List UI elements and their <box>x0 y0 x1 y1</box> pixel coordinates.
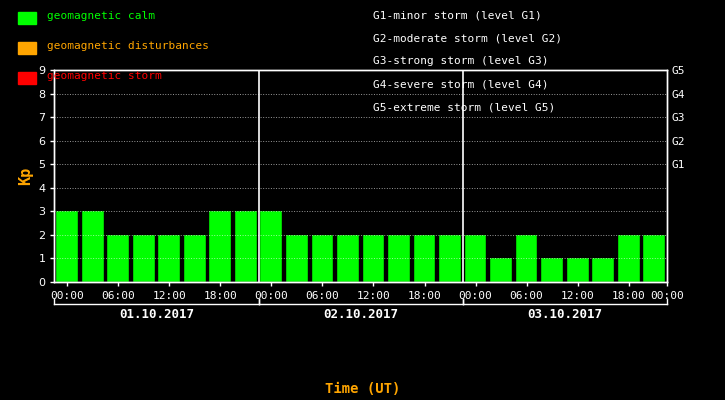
Text: G2-moderate storm (level G2): G2-moderate storm (level G2) <box>373 33 563 43</box>
Bar <box>592 258 614 282</box>
Bar <box>643 235 665 282</box>
Bar <box>388 235 410 282</box>
Bar <box>82 211 104 282</box>
Y-axis label: Kp: Kp <box>17 167 33 185</box>
Text: geomagnetic calm: geomagnetic calm <box>47 11 155 21</box>
Bar <box>618 235 639 282</box>
Text: 03.10.2017: 03.10.2017 <box>527 308 602 321</box>
Text: G1-minor storm (level G1): G1-minor storm (level G1) <box>373 10 542 20</box>
Bar <box>515 235 537 282</box>
Text: G4-severe storm (level G4): G4-severe storm (level G4) <box>373 80 549 90</box>
Text: geomagnetic disturbances: geomagnetic disturbances <box>47 41 209 51</box>
Text: G5-extreme storm (level G5): G5-extreme storm (level G5) <box>373 103 555 113</box>
Bar <box>542 258 563 282</box>
Bar <box>439 235 461 282</box>
Bar <box>414 235 435 282</box>
Bar <box>133 235 154 282</box>
Bar <box>184 235 206 282</box>
Text: 02.10.2017: 02.10.2017 <box>323 308 398 321</box>
Text: Time (UT): Time (UT) <box>325 382 400 396</box>
Bar <box>465 235 486 282</box>
Text: 01.10.2017: 01.10.2017 <box>119 308 194 321</box>
Bar <box>158 235 180 282</box>
Bar <box>362 235 384 282</box>
Bar <box>490 258 512 282</box>
Bar <box>567 258 589 282</box>
Bar <box>235 211 257 282</box>
Bar <box>286 235 307 282</box>
Text: G3-strong storm (level G3): G3-strong storm (level G3) <box>373 56 549 66</box>
Bar <box>107 235 129 282</box>
Bar <box>260 211 282 282</box>
Text: geomagnetic storm: geomagnetic storm <box>47 71 162 81</box>
Bar <box>312 235 334 282</box>
Bar <box>57 211 78 282</box>
Bar <box>210 211 231 282</box>
Bar <box>337 235 359 282</box>
